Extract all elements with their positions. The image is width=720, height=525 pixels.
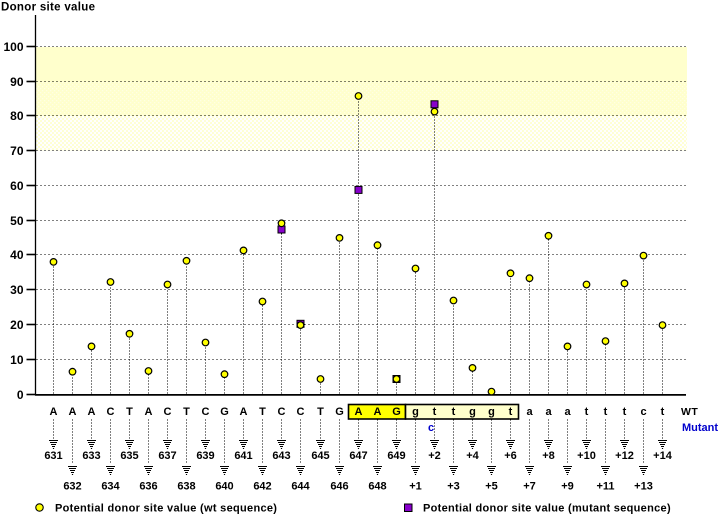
svg-text:A: A	[88, 406, 96, 418]
svg-text:638: 638	[177, 480, 195, 492]
svg-text:648: 648	[368, 480, 386, 492]
svg-text:+1: +1	[409, 480, 422, 492]
svg-text:+5: +5	[485, 480, 498, 492]
svg-text:C: C	[278, 406, 286, 418]
svg-text:637: 637	[158, 450, 176, 462]
svg-text:A: A	[374, 406, 382, 418]
svg-text:50: 50	[10, 214, 24, 228]
svg-text:100: 100	[3, 40, 23, 54]
svg-text:40: 40	[10, 248, 24, 262]
svg-text:631: 631	[44, 450, 62, 462]
svg-text:80: 80	[10, 109, 24, 123]
svg-text:644: 644	[291, 480, 310, 492]
svg-text:WT: WT	[681, 406, 698, 418]
svg-text:640: 640	[215, 480, 233, 492]
svg-text:T: T	[259, 406, 266, 418]
svg-text:t: t	[661, 406, 665, 418]
svg-text:g: g	[412, 406, 419, 418]
svg-text:A: A	[69, 406, 77, 418]
svg-text:a: a	[564, 406, 571, 418]
svg-text:30: 30	[10, 283, 24, 297]
svg-text:+4: +4	[466, 450, 479, 462]
svg-text:Mutant: Mutant	[682, 422, 718, 434]
svg-text:a: a	[545, 406, 552, 418]
svg-text:60: 60	[10, 179, 24, 193]
svg-text:g: g	[488, 406, 495, 418]
svg-text:+7: +7	[523, 480, 536, 492]
svg-text:632: 632	[63, 480, 81, 492]
svg-text:A: A	[145, 406, 153, 418]
svg-text:c: c	[428, 422, 434, 434]
svg-text:639: 639	[196, 450, 214, 462]
svg-text:635: 635	[120, 450, 138, 462]
svg-text:90: 90	[10, 75, 24, 89]
svg-text:t: t	[433, 406, 437, 418]
svg-text:636: 636	[139, 480, 157, 492]
svg-text:A: A	[355, 406, 363, 418]
svg-text:+3: +3	[447, 480, 460, 492]
svg-text:a: a	[526, 406, 533, 418]
svg-text:+11: +11	[596, 480, 614, 492]
svg-text:649: 649	[387, 450, 405, 462]
svg-text:647: 647	[349, 450, 367, 462]
svg-text:G: G	[335, 406, 344, 418]
svg-text:10: 10	[10, 353, 24, 367]
svg-text:633: 633	[82, 450, 100, 462]
svg-text:Donor site value: Donor site value	[1, 2, 95, 14]
svg-text:C: C	[164, 406, 172, 418]
svg-text:g: g	[469, 406, 476, 418]
svg-text:G: G	[220, 406, 229, 418]
svg-text:T: T	[317, 406, 324, 418]
svg-text:20: 20	[10, 318, 24, 332]
svg-text:c: c	[640, 406, 646, 418]
svg-text:t: t	[604, 406, 608, 418]
svg-text:t: t	[623, 406, 627, 418]
svg-text:642: 642	[253, 480, 271, 492]
svg-text:Potential donor site value (wt: Potential donor site value (wt sequence)	[55, 503, 277, 515]
svg-text:+8: +8	[542, 450, 555, 462]
svg-text:C: C	[107, 406, 115, 418]
svg-text:t: t	[585, 406, 589, 418]
svg-text:0: 0	[17, 388, 24, 402]
svg-text:+14: +14	[653, 450, 673, 462]
svg-text:646: 646	[330, 480, 348, 492]
svg-text:T: T	[126, 406, 133, 418]
svg-text:T: T	[183, 406, 190, 418]
svg-text:+9: +9	[561, 480, 574, 492]
svg-text:634: 634	[101, 480, 120, 492]
svg-text:A: A	[50, 406, 58, 418]
svg-text:G: G	[392, 406, 401, 418]
svg-text:70: 70	[10, 144, 24, 158]
svg-text:+13: +13	[634, 480, 653, 492]
svg-text:C: C	[297, 406, 305, 418]
svg-text:t: t	[509, 406, 513, 418]
svg-text:643: 643	[272, 450, 290, 462]
svg-text:645: 645	[311, 450, 329, 462]
svg-text:+2: +2	[428, 450, 441, 462]
svg-text:641: 641	[234, 450, 252, 462]
svg-text:A: A	[240, 406, 248, 418]
svg-text:+12: +12	[615, 450, 634, 462]
svg-text:Potential donor site value (mu: Potential donor site value (mutant seque…	[423, 503, 671, 515]
svg-text:+6: +6	[504, 450, 517, 462]
svg-text:t: t	[452, 406, 456, 418]
svg-text:C: C	[202, 406, 210, 418]
svg-text:+10: +10	[577, 450, 596, 462]
